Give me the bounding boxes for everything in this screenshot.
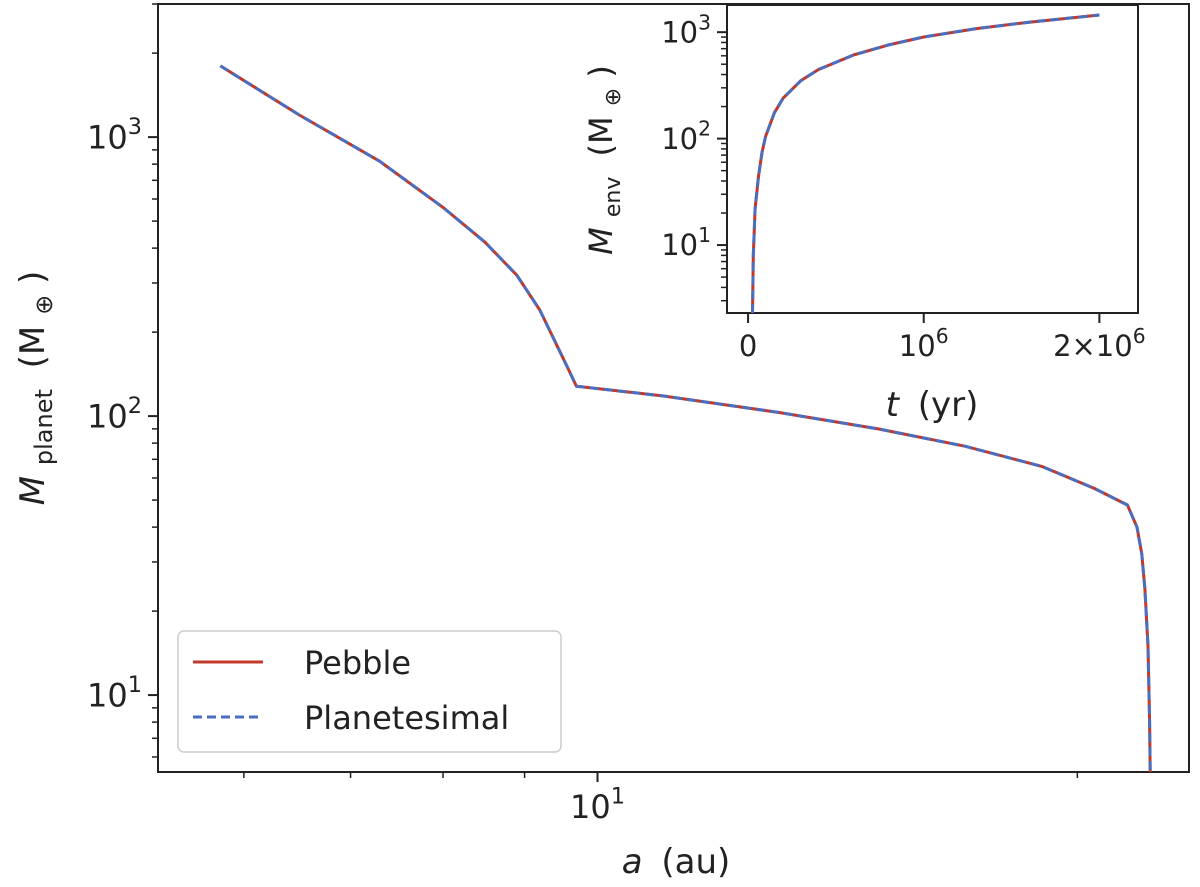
inset-chart: 101 102 103 0 106 2×106 t (yr) M env (M ⊕ ) [582, 4, 1146, 425]
inset-series-planetesimal-line [751, 13, 1100, 314]
inset-x-axis-var: t [886, 385, 901, 425]
inset-y-tick-label: 102 [661, 117, 711, 156]
main-y-axis-sub: planet [30, 389, 58, 465]
inset-x-tick-label: 2×106 [1053, 324, 1146, 363]
inset-series-lines [751, 13, 1100, 314]
main-y-tick-label: 102 [87, 393, 142, 435]
main-x-axis-unit: (au) [661, 842, 730, 882]
inset-y-ticks: 101 102 103 [661, 10, 727, 302]
inset-y-axis-unit-close: ) [582, 65, 620, 77]
main-x-axis-var: a [622, 842, 643, 882]
inset-y-axis-unit-sub: ⊕ [601, 88, 626, 106]
main-x-ticks: 101 [243, 772, 1079, 826]
inset-x-axis-unit: (yr) [918, 385, 979, 425]
legend-planetesimal-label: Planetesimal [304, 699, 509, 737]
inset-x-tick-label: 0 [739, 329, 757, 363]
inset-y-tick-label: 103 [661, 10, 711, 49]
main-y-axis-var: M [13, 476, 53, 505]
main-y-tick-label: 103 [87, 114, 142, 156]
main-series-lines [219, 64, 1152, 773]
inset-x-axis-label: t (yr) [886, 385, 979, 425]
inset-x-ticks: 0 106 2×106 [739, 313, 1146, 363]
main-y-tick-label: 101 [87, 672, 142, 714]
inset-plot-frame [726, 4, 1139, 314]
inset-x-tick-label: 106 [899, 324, 949, 363]
inset-y-axis-var: M [582, 227, 620, 255]
inset-y-tick-label: 101 [661, 223, 711, 262]
legend-pebble-label: Pebble [304, 644, 411, 682]
main-x-axis-label: a (au) [622, 842, 731, 882]
main-series-planetesimal-line [219, 64, 1152, 773]
main-y-axis-label: M planet (M ⊕ ) [13, 271, 61, 506]
main-y-axis-unit-close: ) [13, 271, 53, 284]
main-y-axis-unit-sub: ⊕ [30, 295, 58, 315]
inset-y-axis-sub: env [601, 177, 626, 218]
inset-y-axis-unit: (M [582, 116, 620, 156]
main-x-tick-label: 101 [570, 784, 625, 826]
legend: Pebble Planetesimal [177, 630, 562, 753]
inset-y-axis-label: M env (M ⊕ ) [582, 65, 628, 255]
main-y-axis-unit: (M [13, 326, 53, 369]
legend-box [177, 630, 562, 753]
main-y-ticks: 101 102 103 [87, 3, 158, 758]
